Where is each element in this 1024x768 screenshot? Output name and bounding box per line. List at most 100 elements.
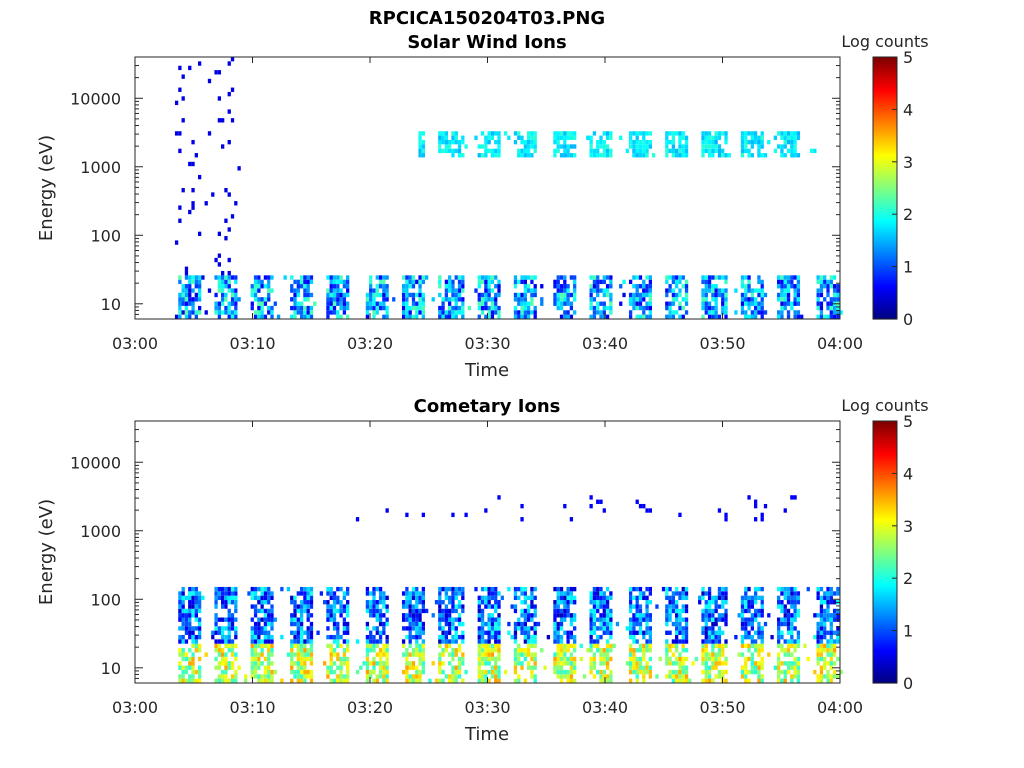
colorbar-segment: [873, 148, 897, 152]
heatmap-cell: [596, 292, 600, 298]
heatmap-cell: [441, 305, 445, 311]
heatmap-cell: [826, 292, 830, 298]
heatmap-cell: [793, 139, 797, 145]
heatmap-cell: [819, 301, 824, 306]
heatmap-cell: [563, 617, 567, 622]
heatmap-cell: [796, 669, 801, 675]
heatmap-cell: [526, 661, 531, 666]
heatmap-cell: [267, 643, 271, 649]
heatmap-cell: [717, 604, 722, 609]
heatmap-cell: [638, 297, 643, 302]
heatmap-cell: [826, 661, 830, 666]
heatmap-cell: [342, 648, 347, 653]
heatmap-cell: [405, 669, 409, 675]
heatmap-cell: [592, 643, 597, 649]
heatmap-cell: [309, 310, 314, 315]
colorbar-segment: [873, 113, 897, 117]
heatmap-cell: [484, 674, 488, 679]
heatmap-cell: [717, 591, 722, 596]
heatmap-cell: [747, 275, 751, 280]
heatmap-cell: [750, 634, 754, 640]
heatmap-cell: [596, 144, 600, 149]
colorbar-segment: [873, 105, 897, 108]
heatmap-cell: [638, 617, 643, 622]
heatmap-cell: [556, 674, 560, 679]
heatmap-cell: [411, 626, 416, 631]
heatmap-cell: [339, 665, 343, 670]
colorbar-segment: [873, 503, 897, 507]
heatmap-cell: [655, 674, 659, 679]
heatmap-cell: [790, 144, 794, 149]
heatmap-cell: [477, 656, 481, 662]
heatmap-cell: [783, 661, 787, 666]
heatmap-cell: [632, 634, 636, 640]
heatmap-cell: [707, 275, 712, 280]
heatmap-cell: [744, 148, 748, 154]
heatmap-cell: [513, 669, 518, 675]
heatmap-cell: [533, 288, 537, 293]
heatmap-cell: [332, 305, 337, 311]
heatmap-cell: [526, 284, 531, 289]
heatmap-cell: [392, 297, 396, 302]
heatmap-cell: [635, 617, 639, 622]
heatmap-cell: [645, 600, 649, 605]
heatmap-cell: [790, 639, 794, 644]
heatmap-cell: [701, 643, 705, 649]
heatmap-cell: [796, 661, 801, 666]
heatmap-cell: [214, 292, 218, 298]
heatmap-cell: [589, 613, 593, 618]
heatmap-cell: [221, 118, 225, 123]
heatmap-cell: [675, 153, 679, 158]
heatmap-cell: [635, 595, 639, 601]
heatmap-cell: [826, 608, 830, 614]
heatmap-cell: [474, 135, 478, 140]
colorbar-segment: [873, 183, 897, 187]
colorbar-segment: [873, 124, 897, 128]
heatmap-cell: [490, 630, 495, 635]
heatmap-cell: [520, 135, 524, 140]
heatmap-cell: [652, 153, 656, 158]
heatmap-cell: [490, 314, 495, 319]
heatmap-cell: [513, 279, 518, 285]
heatmap-cell: [230, 275, 235, 280]
heatmap-cell: [306, 626, 310, 631]
heatmap-cell: [421, 153, 425, 158]
heatmap-cell: [178, 608, 182, 614]
heatmap-cell: [372, 665, 376, 670]
heatmap-cell: [454, 314, 458, 319]
colorbar-segment: [873, 556, 897, 560]
heatmap-cell: [237, 665, 241, 670]
heatmap-cell: [477, 613, 481, 618]
heatmap-cell: [757, 665, 761, 670]
heatmap-cell: [290, 621, 294, 627]
heatmap-cell: [596, 305, 600, 311]
heatmap-cell: [717, 153, 722, 158]
heatmap-cell: [526, 310, 531, 315]
heatmap-cell: [526, 153, 531, 158]
heatmap-cell: [609, 292, 613, 298]
heatmap-cell: [599, 604, 603, 609]
heatmap-cell: [753, 617, 758, 622]
heatmap-cell: [793, 292, 797, 298]
heatmap-cell: [684, 292, 689, 298]
heatmap-cell: [411, 652, 416, 657]
heatmap-cell: [678, 301, 682, 306]
y-tick-label: 10: [101, 659, 121, 678]
x-tick-label: 03:40: [582, 334, 628, 353]
heatmap-cell: [234, 600, 238, 605]
heatmap-cell: [777, 643, 781, 649]
heatmap-cell: [369, 608, 373, 614]
figure-title: RPCICA150204T03.PNG: [369, 8, 605, 29]
heatmap-cell: [602, 621, 606, 627]
heatmap-cell: [480, 626, 485, 631]
heatmap-cell: [678, 639, 682, 644]
colorbar-segment: [873, 606, 897, 610]
heatmap-cell: [405, 512, 409, 518]
heatmap-cell: [329, 288, 333, 293]
heatmap-cell: [556, 595, 560, 601]
heatmap-cell: [648, 310, 652, 315]
heatmap-cell: [401, 643, 406, 649]
heatmap-cell: [678, 591, 682, 596]
